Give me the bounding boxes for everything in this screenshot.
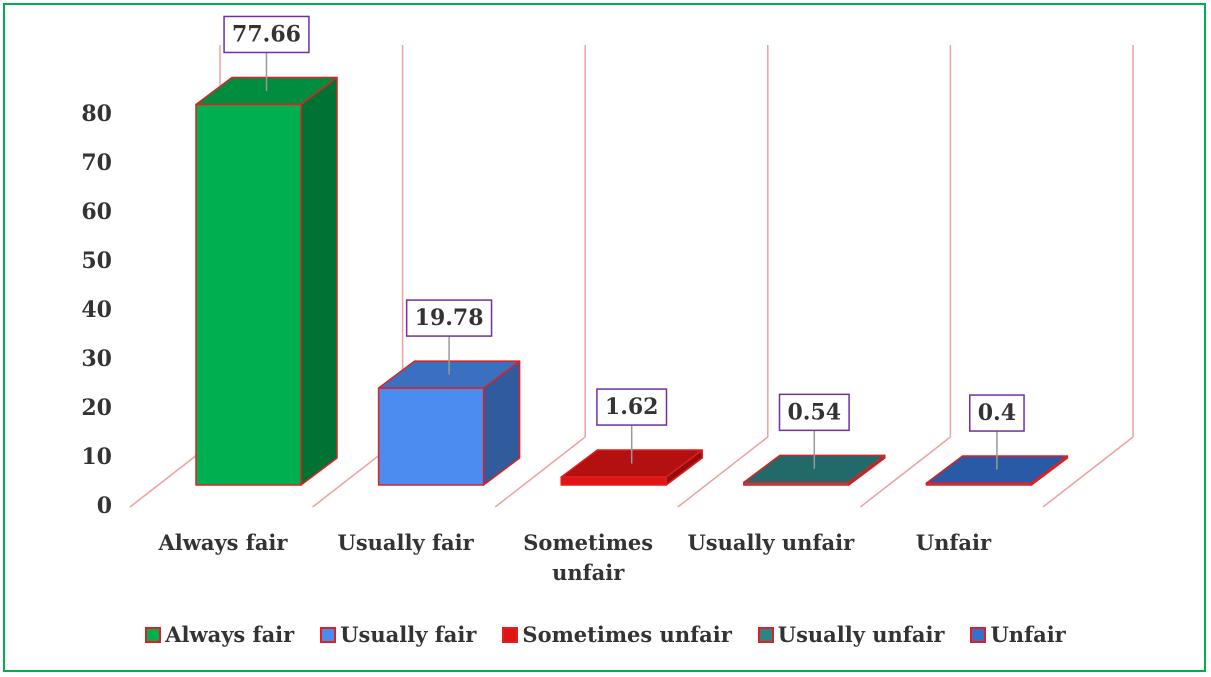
data-label-box <box>223 15 310 54</box>
floor-line <box>677 436 769 508</box>
bar-front <box>925 482 1033 486</box>
data-label-box <box>969 394 1025 432</box>
legend-swatch <box>757 626 774 643</box>
bar <box>377 360 521 486</box>
legend-label: Usually unfair <box>777 622 945 647</box>
legend-label: Unfair <box>990 622 1066 647</box>
y-tick-label: 0 <box>97 493 112 519</box>
bar-front <box>743 481 850 486</box>
data-label: 1.62 <box>605 394 659 420</box>
legend-label: Usually fair <box>340 622 477 647</box>
data-label: 0.54 <box>788 399 842 425</box>
legend: Always fair Usually fair Sometimes unfair U… <box>0 622 1211 647</box>
legend-label: Always fair <box>165 622 295 647</box>
bar-front <box>195 103 302 486</box>
data-label: 19.78 <box>415 305 484 331</box>
chart-frame <box>3 3 1206 672</box>
y-tick-label: 30 <box>81 346 112 372</box>
data-label: 77.66 <box>232 21 301 47</box>
bar-side <box>300 76 338 486</box>
legend-swatch <box>970 626 987 643</box>
floor-line <box>1042 436 1134 508</box>
bar-front <box>560 476 667 486</box>
y-tick-label: 20 <box>81 395 112 421</box>
y-tick-label: 70 <box>81 150 112 176</box>
legend-swatch <box>502 626 519 643</box>
legend-label: Sometimes unfair <box>522 622 732 647</box>
data-label-box <box>405 299 493 337</box>
legend-item: Usually fair <box>320 622 476 647</box>
legend-item: Always fair <box>145 622 294 647</box>
legend-item: Usually unfair <box>757 622 945 647</box>
floor-line <box>494 436 586 508</box>
y-tick-label: 60 <box>81 199 112 225</box>
x-tick-label: Always fair <box>158 530 288 555</box>
y-tick-label: 50 <box>81 248 112 274</box>
legend-swatch <box>320 626 337 643</box>
y-tick-label: 10 <box>81 444 112 470</box>
y-tick-label: 80 <box>81 101 112 127</box>
legend-swatch <box>145 626 162 643</box>
x-tick-label: Usually unfair <box>687 530 855 555</box>
floor-line <box>859 436 951 508</box>
x-tick-label: Sometimes unfair <box>523 530 654 585</box>
legend-item: Unfair <box>970 622 1066 647</box>
y-tick-label: 40 <box>81 297 112 323</box>
x-tick-label: Usually fair <box>337 530 474 555</box>
data-label-box <box>778 393 850 432</box>
x-tick-label: Unfair <box>915 530 992 555</box>
legend-item: Sometimes unfair <box>502 622 732 647</box>
data-label-box <box>596 388 668 426</box>
bar-front <box>377 387 485 486</box>
bar <box>195 76 338 486</box>
data-label: 0.4 <box>978 400 1016 426</box>
